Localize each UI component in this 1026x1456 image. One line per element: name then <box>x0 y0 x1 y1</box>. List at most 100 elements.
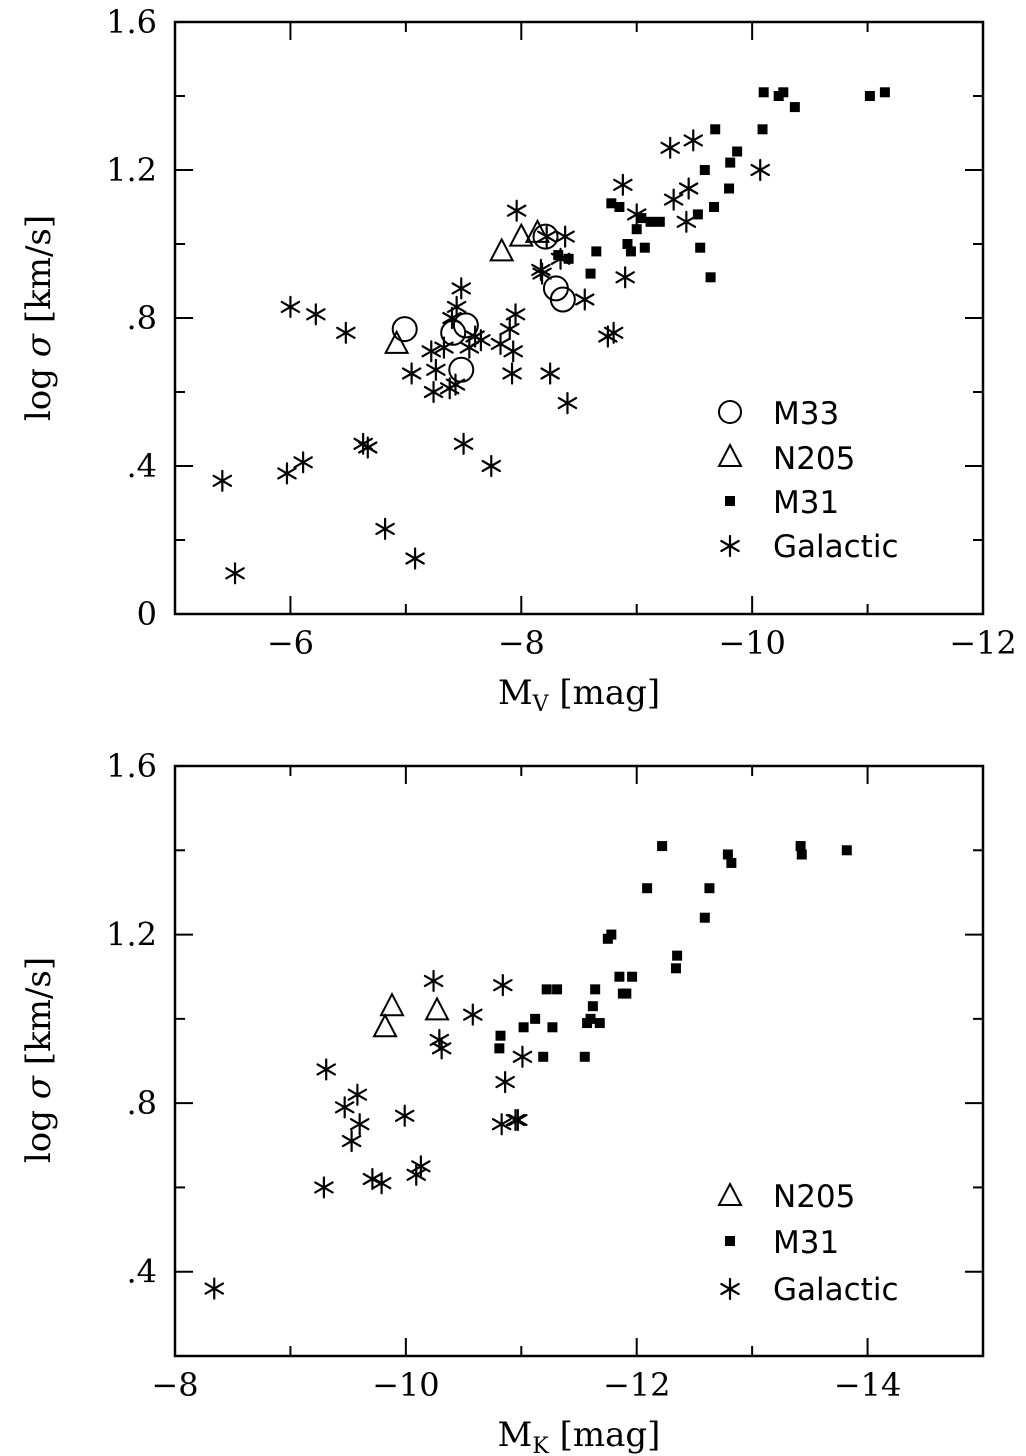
point-m31 <box>591 246 602 257</box>
point-n205 <box>383 329 410 354</box>
point-galactic <box>225 562 245 585</box>
point-m31 <box>585 268 596 279</box>
point-galactic <box>495 1070 515 1094</box>
point-galactic <box>306 303 326 326</box>
point-galactic <box>334 1096 355 1119</box>
bottom-x-axis-title: MK [mag] <box>498 1415 661 1456</box>
point-galactic <box>499 318 520 341</box>
point-galactic <box>451 277 472 300</box>
x-tick-label: −14 <box>834 1366 902 1404</box>
legend-m31-marker <box>725 496 735 506</box>
bottom-y-axis-title: log σ [km/s] <box>19 957 59 1163</box>
point-galactic <box>615 266 635 289</box>
point-galactic <box>212 469 233 492</box>
point-m31 <box>606 198 617 209</box>
point-m31 <box>518 1022 529 1033</box>
top-panel-tick-labels: −6 −8 −10 −12 0 .4 .8 1.2 1.6 <box>106 3 1017 662</box>
point-m31 <box>625 246 636 257</box>
point-n205 <box>379 992 405 1017</box>
point-m31 <box>724 183 735 194</box>
bottom-panel-mk: −8 −10 −12 −14 .4 .8 1.2 1.6 MK [mag] log σ [km… <box>19 747 985 1456</box>
point-galactic <box>491 1113 512 1136</box>
legend-galactic-label: Galactic <box>773 1272 898 1308</box>
point-galactic <box>401 362 422 385</box>
point-galactic <box>341 1129 362 1153</box>
point-m31 <box>695 242 706 253</box>
point-galactic <box>505 303 526 326</box>
point-m31 <box>645 216 656 227</box>
y-tick-label: .8 <box>126 1084 157 1122</box>
point-galactic <box>575 288 595 311</box>
point-galactic <box>481 454 502 478</box>
point-m31 <box>795 841 806 852</box>
point-m31 <box>585 1013 596 1024</box>
x-tick-label: −8 <box>151 1366 198 1404</box>
point-galactic <box>336 321 356 344</box>
point-m31 <box>710 124 721 135</box>
point-galactic <box>532 262 552 285</box>
point-galactic <box>555 225 575 248</box>
point-galactic <box>750 158 770 182</box>
point-n205 <box>372 1013 398 1038</box>
y-tick-label: 1.6 <box>106 3 157 41</box>
point-m31 <box>547 1022 558 1033</box>
point-galactic <box>531 258 551 281</box>
point-m31 <box>606 929 617 940</box>
point-m31 <box>594 1018 605 1029</box>
point-galactic <box>445 373 466 396</box>
point-n205 <box>508 222 534 247</box>
y-tick-label: .8 <box>126 299 157 337</box>
point-galactic <box>426 358 446 381</box>
point-m33 <box>532 223 559 250</box>
top-panel-mv: −6 −8 −10 −12 0 .4 .8 1.2 1.6 MV [mag] log σ [km… <box>19 3 1017 717</box>
point-m31 <box>778 87 789 98</box>
point-m31 <box>552 984 563 995</box>
legend-m33-marker <box>718 400 742 424</box>
point-m31 <box>563 253 574 264</box>
point-galactic <box>683 129 704 152</box>
point-m31 <box>704 883 715 894</box>
point-m31 <box>622 239 633 249</box>
legend-n205-marker <box>717 1181 743 1206</box>
point-galactic <box>293 451 313 474</box>
point-m31 <box>657 841 668 852</box>
point-m31 <box>621 988 632 999</box>
bottom-panel-ticks <box>174 765 984 1357</box>
legend-m31: M31 <box>725 1225 839 1261</box>
y-tick-label: .4 <box>126 447 157 485</box>
point-galactic <box>446 295 467 318</box>
y-tick-label: 0 <box>137 595 157 633</box>
point-galactic <box>277 462 297 485</box>
bottom-panel-frame <box>173 764 985 1358</box>
point-n205 <box>489 237 515 262</box>
bottom-panel-points <box>204 841 852 1300</box>
y-tick-label: 1.2 <box>106 916 157 954</box>
point-m31 <box>864 91 875 101</box>
legend-n205-label: N205 <box>773 441 855 477</box>
point-galactic <box>349 1113 370 1136</box>
point-m31 <box>705 272 716 283</box>
point-m31 <box>631 224 642 235</box>
point-galactic <box>678 177 699 200</box>
point-m31 <box>672 950 683 961</box>
point-m31 <box>732 146 743 157</box>
legend-m31: M31 <box>725 485 839 521</box>
point-n205 <box>424 996 450 1021</box>
point-galactic <box>316 1058 336 1081</box>
legend-m33: M33 <box>718 396 839 432</box>
point-m31 <box>654 216 665 227</box>
legend-galactic: Galactic <box>720 529 898 565</box>
point-galactic <box>431 1037 452 1060</box>
point-galactic <box>508 1108 528 1132</box>
top-x-axis-title: MV [mag] <box>498 673 660 717</box>
legend-galactic-marker <box>720 534 740 558</box>
point-galactic <box>502 362 522 385</box>
legend-n205: N205 <box>717 441 855 477</box>
point-m31 <box>796 849 807 860</box>
point-m31 <box>587 1001 598 1012</box>
point-m33 <box>440 319 467 346</box>
legend-m31-label: M31 <box>773 1225 839 1261</box>
point-m31 <box>541 984 552 995</box>
legend-n205-label: N205 <box>773 1179 855 1215</box>
